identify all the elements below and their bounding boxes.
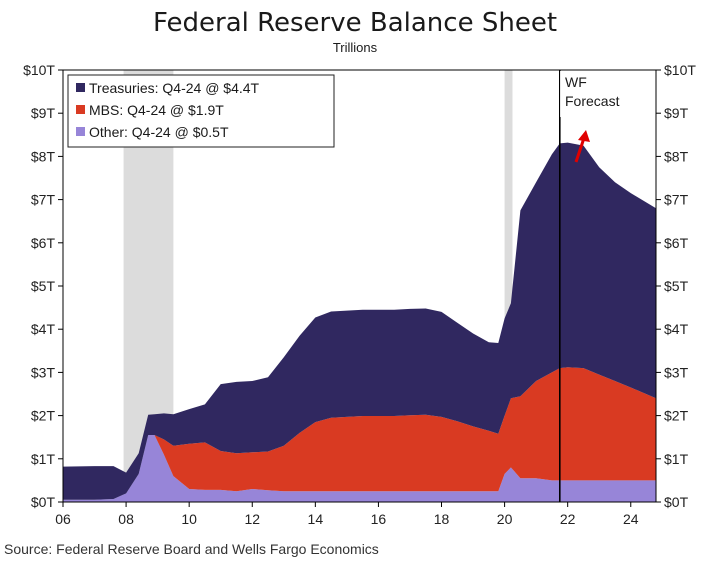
y-tick-label-right: $1T [664,451,689,467]
y-tick-label-right: $0T [664,494,689,510]
legend-swatch-treasuries [76,83,85,92]
legend-label-mbs: MBS: Q4-24 @ $1.9T [89,102,224,118]
y-tick-label-left: $7T [31,192,56,208]
y-tick-label-right: $6T [664,235,689,251]
y-tick-label-right: $8T [664,148,689,164]
y-tick-label-right: $9T [664,105,689,121]
forecast-annotation-box [560,71,653,117]
y-tick-label-left: $2T [31,408,56,424]
y-axis-right: $0T $1T $2T $3T $4T $5T $6T $7T $8T $9T $10T [656,62,696,510]
y-tick-label-right: $7T [664,192,689,208]
legend-label-other: Other: Q4-24 @ $0.5T [89,124,229,140]
x-tick-label: 22 [560,511,576,527]
x-tick-label: 08 [118,511,134,527]
x-tick-label: 10 [181,511,197,527]
legend-label-treasuries: Treasuries: Q4-24 @ $4.4T [89,80,260,96]
area-treasuries [63,142,656,500]
y-tick-label-left: $6T [31,235,56,251]
y-tick-label-right: $10T [664,62,696,78]
y-tick-label-left: $10T [23,62,55,78]
x-tick-label: 20 [497,511,513,527]
y-tick-label-left: $9T [31,105,56,121]
forecast-arrowhead [578,130,590,142]
y-tick-label-left: $3T [31,364,56,380]
stacked-areas [63,142,656,502]
y-tick-label-left: $0T [31,494,56,510]
x-tick-label: 18 [434,511,450,527]
y-tick-label-right: $5T [664,278,689,294]
y-tick-label-right: $2T [664,408,689,424]
forecast-annotation-line-1: WF [565,74,587,90]
x-tick-label: 12 [244,511,260,527]
y-tick-label-right: $3T [664,364,689,380]
y-axis-left: $0T $1T $2T $3T $4T $5T $6T $7T $8T $9T $10T [23,62,63,510]
recession-band-2 [504,70,513,502]
chart-subtitle: Trillions [333,40,378,55]
source-note: Source: Federal Reserve Board and Wells … [4,541,379,557]
x-tick-label: 16 [371,511,387,527]
x-tick-label: 24 [623,511,639,527]
legend: Treasuries: Q4-24 @ $4.4T MBS: Q4-24 @ $1… [67,74,335,148]
x-tick-label: 06 [55,511,71,527]
forecast-annotation: WF Forecast [560,71,653,163]
forecast-annotation-line-2: Forecast [565,93,620,109]
area-other [63,435,656,502]
y-tick-label-left: $5T [31,278,56,294]
chart-title: Federal Reserve Balance Sheet [153,8,557,38]
x-tick-label: 14 [308,511,324,527]
legend-box [67,74,335,148]
y-tick-label-right: $4T [664,321,689,337]
y-tick-label-left: $8T [31,148,56,164]
legend-items: Treasuries: Q4-24 @ $4.4T MBS: Q4-24 @ $1… [76,80,260,140]
area-mbs [63,367,656,500]
legend-swatch-other [76,127,85,136]
y-tick-label-left: $1T [31,451,56,467]
forecast-arrow [574,137,586,163]
x-axis: 06 08 10 12 14 16 18 20 22 24 [55,502,639,527]
y-tick-label-left: $4T [31,321,56,337]
legend-swatch-mbs [76,105,85,114]
